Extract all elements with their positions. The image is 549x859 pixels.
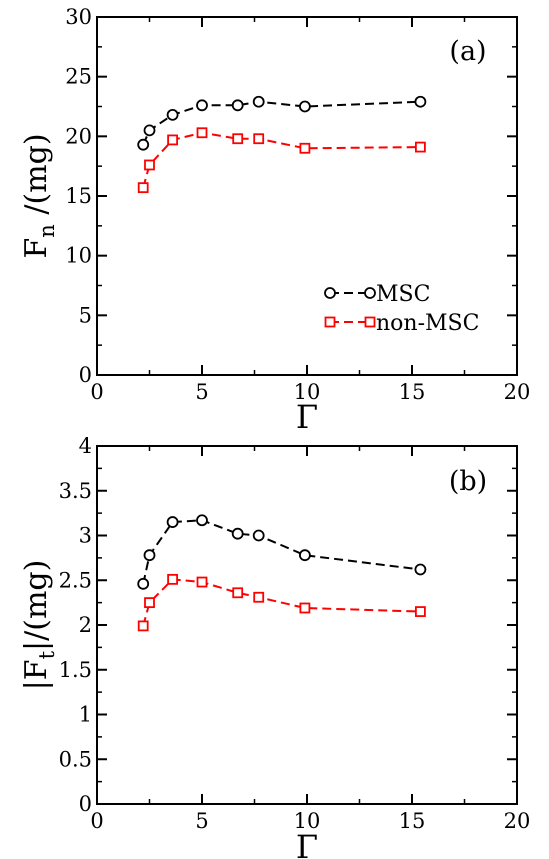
- data-point: [232, 587, 244, 599]
- y-axis-label-main: F: [19, 238, 54, 259]
- y-axis-label-suffix: |/(mg): [19, 560, 54, 651]
- y-tick-label: 0: [79, 363, 92, 387]
- data-point: [143, 549, 156, 562]
- data-point: [414, 563, 427, 576]
- panel-label: (b): [449, 466, 487, 497]
- data-point: [137, 182, 149, 194]
- legend-marker: [324, 287, 336, 299]
- legend-marker: [364, 287, 376, 299]
- y-axis-label-sub: t: [35, 650, 59, 659]
- chart-panel-a: 0 5 10 15 20 0 5 10 15 20 25 30 (a) Γ Fn /(mg) MSC non-M…: [19, 5, 530, 436]
- y-tick-label: 4: [79, 434, 92, 458]
- x-tick-label: 5: [195, 380, 208, 404]
- data-point: [414, 606, 426, 617]
- y-tick-label: 3.5: [59, 479, 92, 503]
- data-point: [298, 100, 311, 113]
- x-tick-label: 10: [294, 380, 321, 404]
- x-tick-label: 0: [90, 809, 103, 833]
- data-point: [231, 99, 244, 112]
- data-point: [196, 127, 208, 139]
- data-point: [144, 159, 155, 171]
- legend-marker: [324, 316, 336, 328]
- y-tick-label: 2.5: [59, 568, 92, 592]
- x-tick-label: 20: [504, 809, 531, 833]
- data-point: [298, 549, 311, 562]
- y-axis-label-sub: n: [35, 224, 59, 238]
- data-point: [231, 527, 244, 540]
- data-point: [253, 133, 265, 145]
- y-tick-label: 0: [79, 792, 92, 816]
- x-tick-label: 15: [399, 809, 426, 833]
- y-tick-label: 1.5: [59, 658, 92, 682]
- data-point: [167, 573, 179, 585]
- data-point: [299, 142, 311, 154]
- legend-label: MSC: [376, 282, 430, 307]
- x-tick-label: 10: [294, 809, 321, 833]
- data-point: [252, 95, 265, 108]
- data-point: [196, 514, 208, 527]
- y-axis-label-suffix: /(mg): [19, 133, 54, 224]
- y-axis-label: Fn /(mg): [19, 133, 59, 258]
- legend: MSC non-MSC: [324, 282, 479, 336]
- data-point: [299, 602, 311, 614]
- x-tick-label: 5: [195, 809, 208, 833]
- y-tick-label: 1: [79, 703, 92, 727]
- data-point: [196, 576, 208, 588]
- series-line: [142, 519, 421, 585]
- y-tick-label: 10: [65, 244, 92, 268]
- series-msc: [137, 95, 427, 151]
- data-point: [414, 141, 426, 153]
- y-tick-label: 5: [79, 303, 92, 327]
- data-point: [166, 516, 179, 528]
- data-point: [253, 591, 265, 603]
- y-tick-label: 2: [79, 613, 92, 637]
- series-line: [142, 100, 421, 146]
- series-msc: [137, 514, 427, 590]
- legend-label: non-MSC: [376, 311, 479, 336]
- y-tick-label: 3: [79, 524, 92, 548]
- legend-item-non-msc: non-MSC: [324, 311, 479, 336]
- y-tick-label: 30: [65, 5, 92, 29]
- y-tick-label: 20: [65, 124, 92, 148]
- legend-marker: [364, 316, 376, 328]
- plot-frame: [96, 445, 518, 805]
- y-axis-label-main: |F: [19, 659, 54, 690]
- data-point: [414, 95, 427, 108]
- x-axis-label: Γ: [296, 398, 318, 436]
- data-point: [137, 577, 150, 590]
- panel-label: (a): [449, 36, 486, 67]
- data-point: [232, 133, 244, 145]
- data-point: [252, 529, 265, 542]
- data-point: [143, 124, 156, 137]
- chart-panel-b: 0 5 10 15 20 0 0.5 1 1.5 2 2.5 3 3.5 4 (b) Γ |Ft|/(mg): [19, 434, 530, 859]
- data-point: [166, 108, 179, 121]
- y-axis-label: |Ft|/(mg): [19, 560, 59, 691]
- data-point: [137, 620, 149, 632]
- x-tick-label: 15: [399, 380, 426, 404]
- y-tick-label: 0.5: [59, 747, 92, 771]
- series-non-msc: [137, 127, 426, 194]
- series-line: [142, 578, 421, 627]
- series-line: [142, 131, 421, 188]
- legend-item-msc: MSC: [324, 282, 430, 307]
- y-tick-label: 25: [65, 65, 92, 89]
- data-point: [167, 134, 179, 146]
- data-point: [137, 138, 150, 151]
- x-axis-label: Γ: [296, 828, 318, 859]
- series-non-msc: [137, 573, 426, 632]
- x-tick-label: 0: [90, 380, 103, 404]
- y-tick-label: 15: [65, 184, 92, 208]
- data-point: [144, 597, 155, 609]
- x-tick-label: 20: [504, 380, 531, 404]
- data-point: [196, 99, 208, 112]
